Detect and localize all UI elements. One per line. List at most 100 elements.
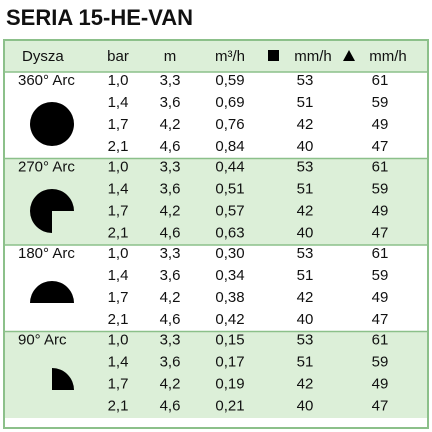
table-cell: 47 xyxy=(372,311,389,328)
table-cell: 61 xyxy=(372,245,389,262)
table-cell: 49 xyxy=(372,116,389,133)
header-cell: m³/h xyxy=(215,48,245,65)
table-cell: 4,6 xyxy=(160,138,181,155)
table-cell: 53 xyxy=(297,331,314,348)
table-cell: 0,17 xyxy=(215,353,244,370)
icon-270 xyxy=(30,189,74,233)
table-cell: 42 xyxy=(297,202,314,219)
table-cell: 59 xyxy=(372,180,389,197)
title: SERIA 15-HE-VAN xyxy=(6,5,193,30)
table-cell: 1,4 xyxy=(108,180,129,197)
table-cell: 1,4 xyxy=(108,94,129,111)
table-cell: 49 xyxy=(372,202,389,219)
table-cell: 0,21 xyxy=(215,397,244,414)
table-cell: 4,6 xyxy=(160,397,181,414)
icon-90 xyxy=(52,368,74,390)
table-cell: 42 xyxy=(297,375,314,392)
table-cell: 4,6 xyxy=(160,311,181,328)
table-cell: 40 xyxy=(297,311,314,328)
table-cell: 53 xyxy=(297,245,314,262)
table-cell: 3,3 xyxy=(160,72,181,89)
triangle-icon xyxy=(343,50,355,61)
table-border xyxy=(3,39,429,429)
table-cell: 61 xyxy=(372,331,389,348)
table-cell: 0,84 xyxy=(215,138,244,155)
table-cell: 1,0 xyxy=(108,72,129,89)
icon-360 xyxy=(30,102,74,146)
table-cell: 0,76 xyxy=(215,116,244,133)
table-cell: 0,19 xyxy=(215,375,244,392)
table-cell: 42 xyxy=(297,116,314,133)
icon-180 xyxy=(30,281,74,303)
table-cell: 3,6 xyxy=(160,94,181,111)
group-label: 90° Arc xyxy=(18,331,67,348)
table-cell: 59 xyxy=(372,267,389,284)
table-cell: 0,63 xyxy=(215,224,244,241)
table-cell: 49 xyxy=(372,375,389,392)
table-cell: 0,57 xyxy=(215,202,244,219)
group-label: 180° Arc xyxy=(18,245,75,262)
table-cell: 3,3 xyxy=(160,245,181,262)
group-label: 270° Arc xyxy=(18,158,75,175)
table-cell: 4,2 xyxy=(160,116,181,133)
header-cell: Dysza xyxy=(22,48,64,65)
table-cell: 0,34 xyxy=(215,267,244,284)
table-cell: 0,51 xyxy=(215,180,244,197)
table-cell: 1,0 xyxy=(108,158,129,175)
table-cell: 51 xyxy=(297,267,314,284)
table-cell: 0,42 xyxy=(215,311,244,328)
group-background xyxy=(4,158,428,245)
table-cell: 47 xyxy=(372,138,389,155)
table-cell: 1,7 xyxy=(108,375,129,392)
table-cell: 51 xyxy=(297,180,314,197)
table-cell: 2,1 xyxy=(108,311,129,328)
table-lines xyxy=(4,71,428,333)
table-cell: 0,38 xyxy=(215,289,244,306)
table-cell: 40 xyxy=(297,138,314,155)
table-cell: 2,1 xyxy=(108,397,129,414)
table-cell: 2,1 xyxy=(108,224,129,241)
header-cell: mm/h xyxy=(369,48,407,65)
table-cell: 61 xyxy=(372,158,389,175)
table-cell: 42 xyxy=(297,289,314,306)
table-cell: 3,6 xyxy=(160,180,181,197)
table-cell: 1,7 xyxy=(108,289,129,306)
table-cell: 1,4 xyxy=(108,353,129,370)
table-cell: 47 xyxy=(372,224,389,241)
table-background xyxy=(4,40,428,418)
table-cell: 0,15 xyxy=(215,331,244,348)
table-cell: 1,0 xyxy=(108,331,129,348)
table-cell: 1,0 xyxy=(108,245,129,262)
table-cell: 40 xyxy=(297,397,314,414)
table-cell: 3,3 xyxy=(160,331,181,348)
group-background xyxy=(4,331,428,418)
table-cell: 40 xyxy=(297,224,314,241)
table-cell: 47 xyxy=(372,397,389,414)
table-cell: 59 xyxy=(372,94,389,111)
header-cell: bar xyxy=(107,48,129,65)
table-cell: 61 xyxy=(372,72,389,89)
table-cell: 2,1 xyxy=(108,138,129,155)
header-background xyxy=(4,40,428,72)
header-cell: m xyxy=(164,48,177,65)
table-cell: 51 xyxy=(297,94,314,111)
table-cell: 1,4 xyxy=(108,267,129,284)
table-cell: 0,44 xyxy=(215,158,244,175)
table-cell: 59 xyxy=(372,353,389,370)
table-cell: 4,2 xyxy=(160,289,181,306)
table-cell: 3,6 xyxy=(160,353,181,370)
table-cell: 4,2 xyxy=(160,375,181,392)
table-cell: 3,6 xyxy=(160,267,181,284)
group-label: 360° Arc xyxy=(18,72,75,89)
header-cell: mm/h xyxy=(294,48,332,65)
table-cell: 0,30 xyxy=(215,245,244,262)
table-cell: 4,2 xyxy=(160,202,181,219)
table-cell: 51 xyxy=(297,353,314,370)
table-cell: 0,59 xyxy=(215,72,244,89)
table-cell: 1,7 xyxy=(108,202,129,219)
table-cell: 1,7 xyxy=(108,116,129,133)
table-cell: 53 xyxy=(297,72,314,89)
table-cell: 53 xyxy=(297,158,314,175)
nozzle-icons xyxy=(30,50,355,390)
